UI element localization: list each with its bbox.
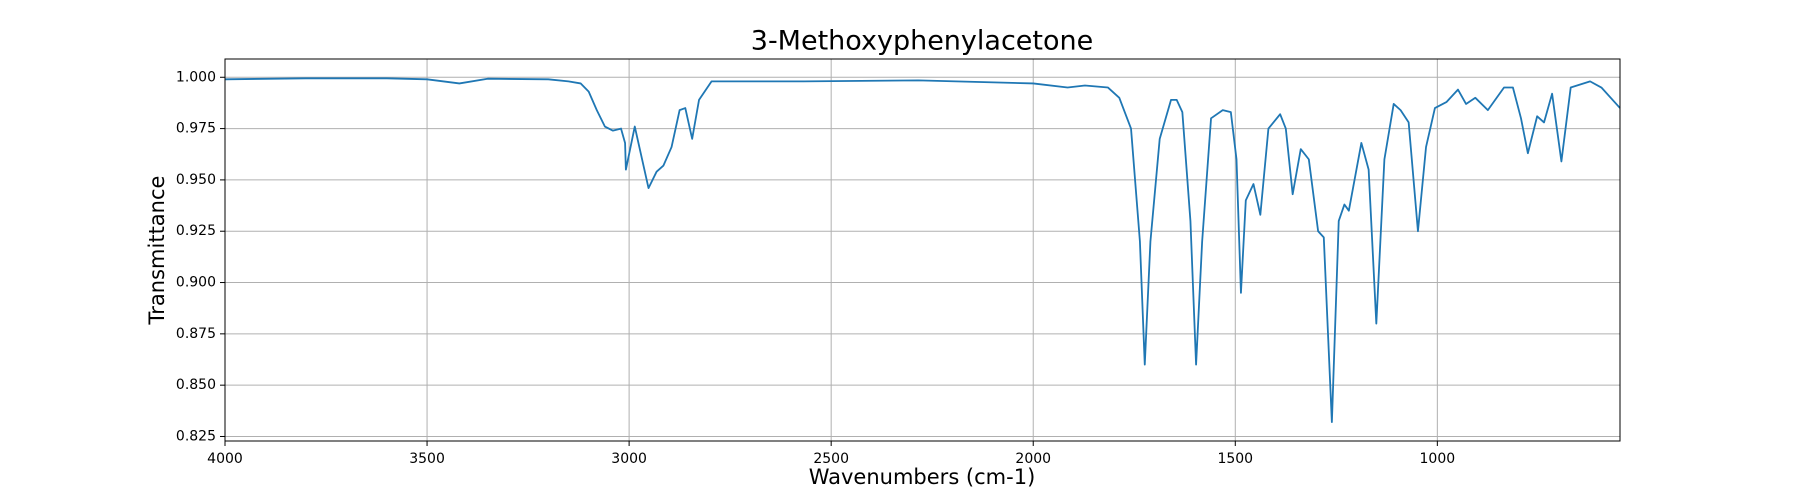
plot-frame bbox=[224, 58, 1621, 442]
chart-title: 3-Methoxyphenylacetone bbox=[751, 26, 1093, 57]
x-tick-label: 2500 bbox=[813, 451, 849, 467]
y-tick-label: 0.975 bbox=[176, 121, 216, 137]
y-tick-label: 0.950 bbox=[176, 172, 216, 188]
y-tick-label: 1.000 bbox=[176, 69, 216, 85]
spectrum-line bbox=[224, 77, 1621, 424]
y-tick-label: 0.875 bbox=[176, 326, 216, 342]
y-tick-label: 0.925 bbox=[176, 223, 216, 239]
x-tick-label: 2000 bbox=[1015, 451, 1051, 467]
y-tick-label: 0.825 bbox=[176, 428, 216, 444]
y-axis-label: Transmittance bbox=[145, 176, 169, 326]
x-tick-label: 4000 bbox=[207, 451, 243, 467]
x-tick-label: 1000 bbox=[1420, 451, 1456, 467]
y-tick-label: 0.850 bbox=[176, 377, 216, 393]
x-axis-label: Wavenumbers (cm-1) bbox=[809, 465, 1036, 489]
y-tick-label: 0.900 bbox=[176, 275, 216, 291]
x-tick-label: 3000 bbox=[611, 451, 647, 467]
x-tick-label: 1500 bbox=[1217, 451, 1253, 467]
x-tick-label: 3500 bbox=[409, 451, 445, 467]
